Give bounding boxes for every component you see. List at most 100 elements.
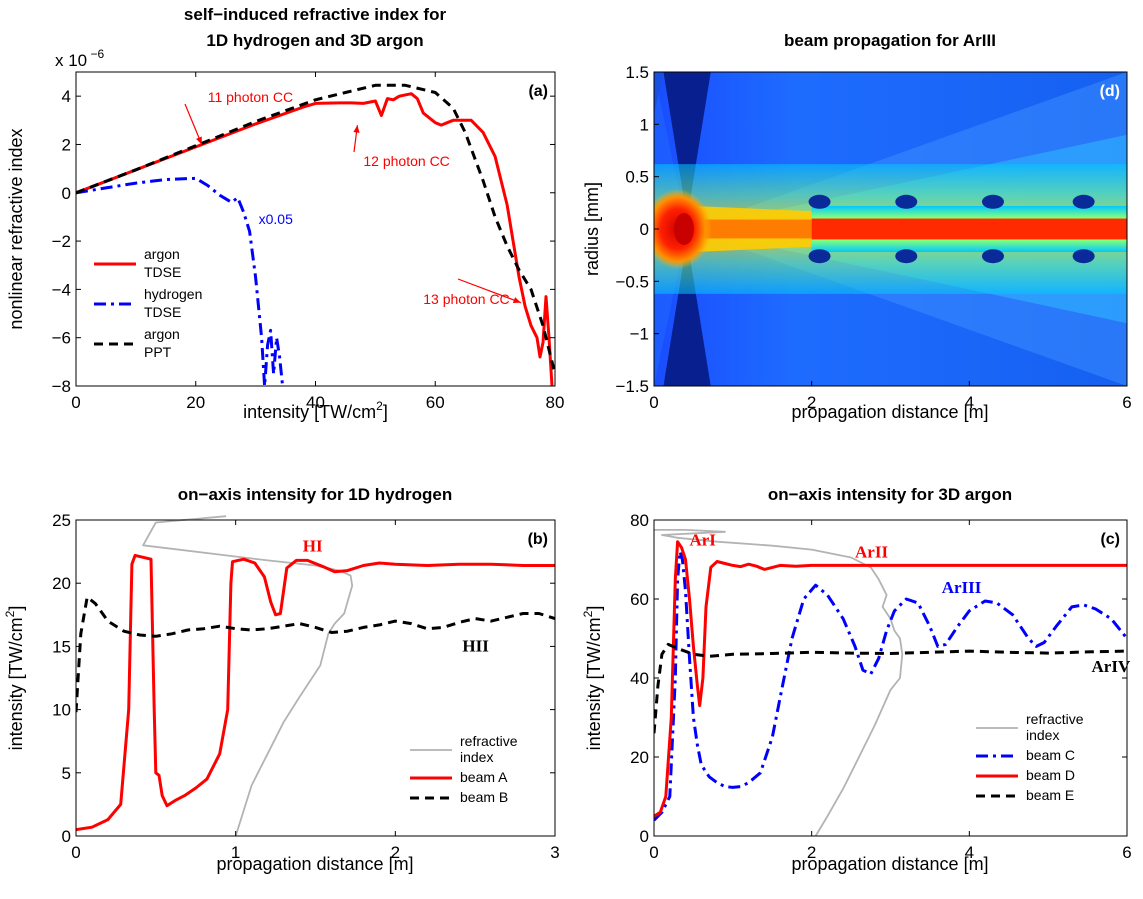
x-axis-label: propagation distance [m]	[791, 854, 988, 874]
x-tick-label: 0	[649, 843, 658, 862]
heatmap-dark-spot	[1072, 249, 1095, 264]
chart-title: on−axis intensity for 1D hydrogen	[178, 485, 452, 504]
y-tick-label: −6	[52, 329, 71, 348]
annotation-label: HI	[303, 537, 323, 556]
series-line-beam-b	[76, 595, 555, 713]
x-tick-label: 6	[1122, 393, 1131, 412]
y-tick-label: 60	[630, 590, 649, 609]
series-line-beam-a	[76, 553, 555, 832]
y-tick-label: 1	[640, 115, 649, 134]
x-tick-label: 0	[71, 393, 80, 412]
x-tick-label: 40	[306, 393, 325, 412]
series-line-refractive-index	[654, 529, 904, 836]
annotation-label: ArIV	[1092, 657, 1131, 676]
y-tick-label: 15	[52, 637, 71, 656]
plot-series-group	[654, 529, 1127, 836]
y-tick-label: −8	[52, 377, 71, 396]
x-tick-label: 80	[546, 393, 565, 412]
series-line-argon-tdse	[75, 92, 554, 387]
annotation-label: HII	[462, 636, 489, 655]
y-tick-label: 0.5	[625, 168, 649, 187]
x-tick-label: 2	[807, 843, 816, 862]
heatmap-beam-core	[701, 219, 812, 239]
legend-label: hydrogen	[144, 286, 202, 302]
legend-label: argon	[144, 326, 180, 342]
chart-title: self−induced refractive index for	[184, 5, 447, 24]
y-tick-label: 25	[52, 511, 71, 530]
panel-label: (d)	[1100, 83, 1120, 100]
y-tick-label: 20	[52, 574, 71, 593]
series-line-beam-d	[654, 540, 1127, 818]
y-tick-label: 2	[62, 135, 71, 154]
y-tick-label: 5	[62, 764, 71, 783]
x-tick-label: 20	[186, 393, 205, 412]
x-tick-label: 1	[231, 843, 240, 862]
series-line-beam-c	[654, 550, 1127, 822]
y-axis-label: nonlinear refractive index	[6, 128, 26, 329]
legend-label: index	[1026, 727, 1059, 743]
legend-label: refractive	[460, 733, 518, 749]
x-tick-label: 2	[807, 393, 816, 412]
x-tick-label: 4	[965, 843, 974, 862]
heatmap-dark-wedge	[663, 239, 711, 386]
y-axis-label: radius [mm]	[582, 182, 602, 276]
legend-label: TDSE	[144, 304, 181, 320]
plot-series-group	[76, 515, 555, 836]
legend-label: index	[460, 749, 493, 765]
y-tick-label: 80	[630, 511, 649, 530]
legend-label: beam C	[1026, 747, 1075, 763]
chart-title: 1D hydrogen and 3D argon	[206, 31, 423, 50]
panel-label: (c)	[1100, 531, 1120, 548]
plot-frame	[75, 519, 556, 837]
heatmap-dark-spot	[981, 249, 1004, 264]
x-tick-label: 3	[550, 843, 559, 862]
x-axis-label-text: intensity [TW/cm	[243, 402, 376, 422]
panel-a: 0 20 40 60 80 −8 −6 −4 −2 0 2 4 self−induced refract…	[6, 5, 564, 422]
heatmap-dark-spot	[895, 249, 918, 264]
heatmap-dark-spot	[808, 249, 831, 264]
panel-b: 0 1 2 3 0 5 10 15 20 25 on−axis intensity for 1D h…	[3, 485, 560, 874]
x-tick-label: 60	[426, 393, 445, 412]
multiplier-base: x 10	[55, 51, 87, 70]
x-axis-label: propagation distance [m]	[791, 402, 988, 422]
legend-label: beam A	[460, 769, 508, 785]
y-axis-label-end: ]	[6, 606, 26, 611]
y-tick-label: −1.5	[615, 377, 649, 396]
x-tick-label: 0	[71, 843, 80, 862]
panel-label: (b)	[528, 531, 548, 548]
y-tick-label: 1.5	[625, 63, 649, 82]
y-tick-label: 4	[62, 87, 71, 106]
annotation-label: ArIII	[942, 578, 982, 597]
annotation-label: 13 photon CC	[423, 291, 509, 307]
y-tick-label: 0	[62, 827, 71, 846]
y-multiplier: x 10 −6	[55, 47, 104, 70]
y-axis-label-sup: 2	[581, 610, 595, 617]
x-axis-label: intensity [TW/cm2]	[243, 399, 388, 422]
y-tick-label: 10	[52, 701, 71, 720]
series-line-beam-e	[654, 642, 1127, 734]
heatmap-dark-spot	[895, 194, 918, 209]
chart-title: on−axis intensity for 3D argon	[768, 485, 1012, 504]
y-tick-label: 0	[62, 184, 71, 203]
y-tick-label: 0	[640, 827, 649, 846]
series-line-hydrogen-tdse	[75, 176, 285, 388]
x-tick-label: 6	[1122, 843, 1131, 862]
multiplier-exponent: −6	[87, 47, 104, 61]
y-tick-label: −4	[52, 280, 71, 299]
y-tick-label: −0.5	[615, 272, 649, 291]
x-axis-label-end: ]	[383, 402, 388, 422]
series-line-refractive-index	[142, 515, 354, 836]
x-tick-label: 2	[391, 843, 400, 862]
heatmap-dark-spot	[1072, 194, 1095, 209]
annotation-label: 11 photon CC	[208, 89, 293, 105]
x-axis-label: propagation distance [m]	[216, 854, 413, 874]
heatmap-focus-spot	[673, 213, 694, 245]
legend-label: PPT	[144, 344, 172, 360]
y-tick-label: 20	[630, 748, 649, 767]
y-tick-label: −1	[630, 325, 649, 344]
annotation-label: ArII	[855, 543, 888, 562]
arrow-head	[353, 125, 360, 133]
x-tick-label: 4	[965, 393, 974, 412]
y-axis-label-sup: 2	[3, 610, 17, 617]
